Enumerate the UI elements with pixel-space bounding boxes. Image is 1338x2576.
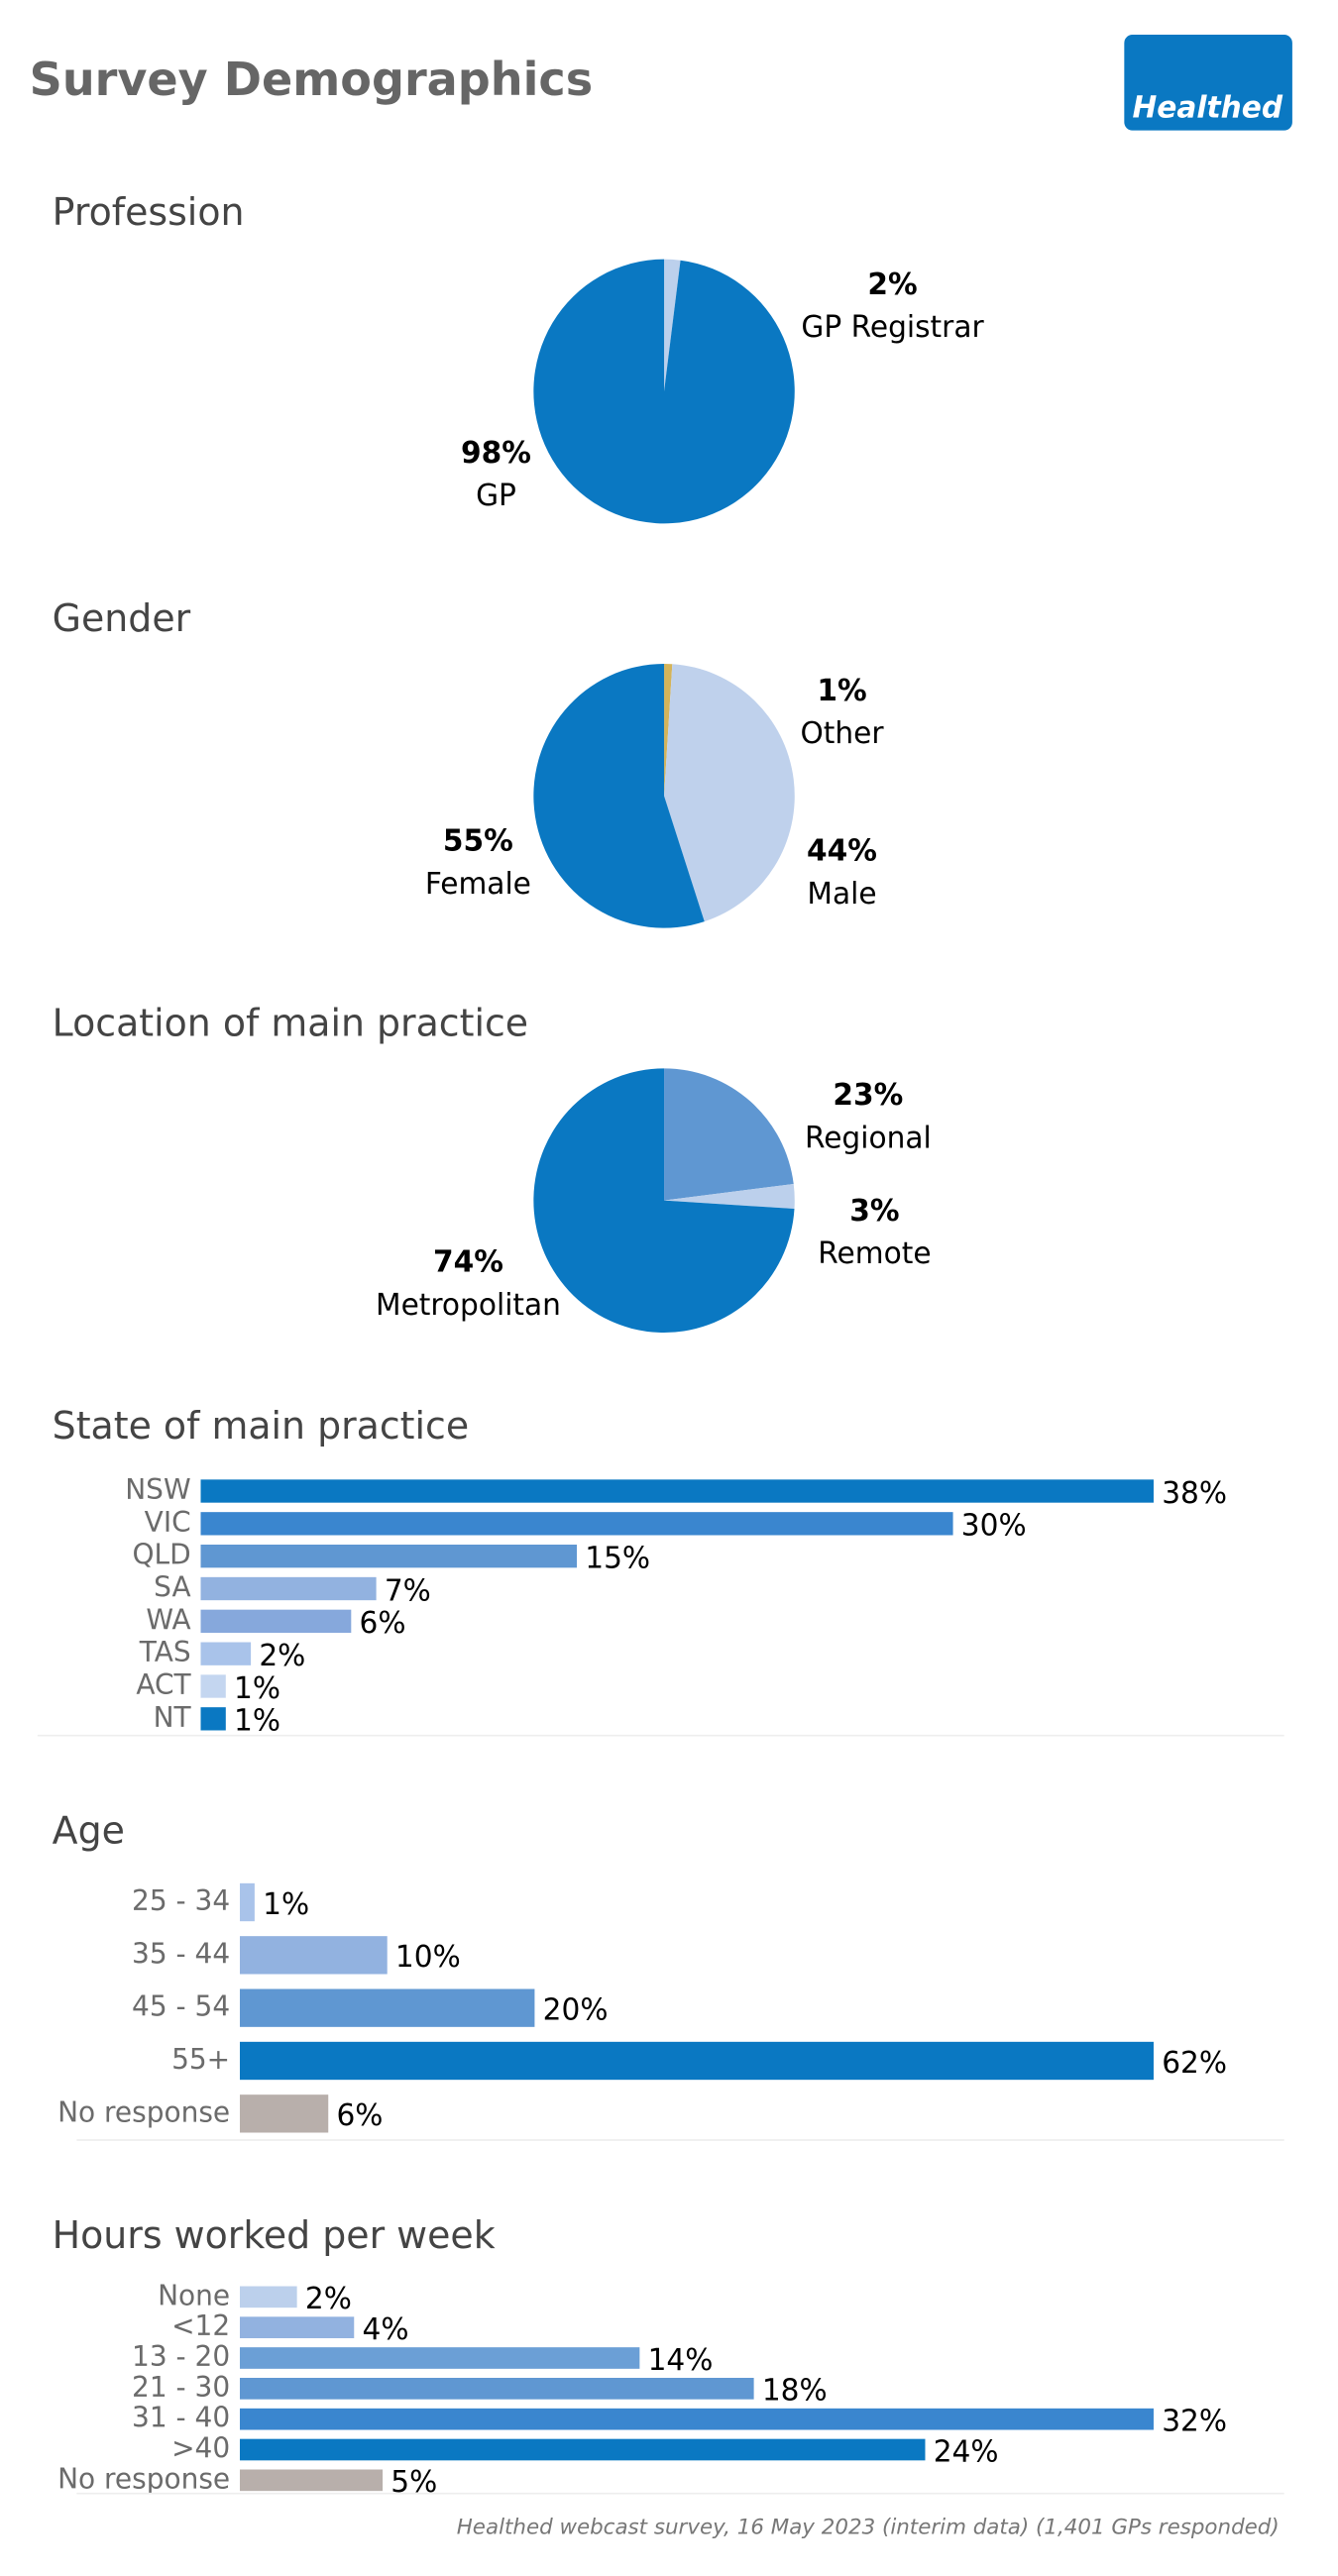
slice-label: Female — [425, 867, 531, 902]
slice-value-label: 98% — [461, 436, 531, 471]
value-label: 15% — [585, 1541, 650, 1575]
value-label: 6% — [360, 1606, 406, 1641]
bar — [200, 1545, 578, 1568]
bar — [240, 1882, 255, 1922]
category-label: 45 - 54 — [132, 1990, 230, 2023]
slice-label: Regional — [805, 1121, 932, 1155]
slice-label: Male — [807, 877, 876, 912]
category-label: NSW — [125, 1473, 190, 1506]
category-label: 21 - 30 — [132, 2371, 230, 2404]
category-label: TAS — [139, 1636, 191, 1668]
category-label: <12 — [171, 2309, 230, 2342]
value-label: 14% — [648, 2343, 714, 2378]
slice-label: GP Registrar — [801, 310, 984, 345]
bar — [200, 1707, 226, 1731]
bar — [240, 2094, 329, 2133]
pie-slice — [664, 1183, 795, 1210]
category-label: 35 - 44 — [132, 1937, 230, 1970]
chart-title: Location of main practice — [53, 1001, 528, 1044]
slice-label: GP — [476, 479, 516, 513]
category-label: No response — [57, 2095, 230, 2128]
category-label: WA — [146, 1603, 191, 1636]
slice-value-label: 1% — [817, 674, 866, 708]
bar — [240, 2347, 640, 2369]
bar — [240, 1988, 535, 2027]
category-label: >40 — [171, 2431, 230, 2464]
bar — [240, 2316, 355, 2338]
category-label: QLD — [132, 1539, 190, 1571]
category-label: 13 - 20 — [132, 2340, 230, 2373]
bar — [200, 1512, 953, 1536]
value-label: 38% — [1162, 1476, 1227, 1511]
pie-slice — [533, 259, 795, 524]
value-label: 1% — [234, 1671, 280, 1706]
bar — [240, 2469, 384, 2492]
page-title: Survey Demographics — [30, 53, 594, 106]
slice-value-label: 3% — [849, 1194, 899, 1229]
pie-slice — [664, 259, 681, 391]
chart-title: Hours worked per week — [53, 2213, 496, 2257]
value-label: 62% — [1162, 2046, 1227, 2081]
category-label: 31 - 40 — [132, 2402, 230, 2434]
pie-slice — [664, 1068, 794, 1201]
value-label: 6% — [336, 2098, 383, 2133]
category-label: 25 - 34 — [132, 1884, 230, 1917]
bar — [200, 1609, 352, 1633]
bar — [200, 1576, 377, 1601]
category-label: SA — [154, 1570, 191, 1603]
value-label: 7% — [385, 1573, 431, 1608]
bar — [240, 2378, 754, 2400]
pie-slice — [664, 664, 673, 797]
value-label: 4% — [362, 2312, 408, 2347]
value-label: 10% — [395, 1940, 461, 1975]
category-label: VIC — [145, 1506, 191, 1539]
bar — [240, 2438, 926, 2461]
pie-slice — [664, 664, 795, 922]
slice-label: Other — [800, 716, 884, 751]
value-label: 18% — [762, 2374, 828, 2409]
bar — [240, 2041, 1154, 2081]
value-label: 32% — [1162, 2404, 1227, 2438]
bar — [240, 1936, 388, 1975]
slice-label: Metropolitan — [376, 1288, 561, 1323]
logo-box — [1124, 35, 1292, 131]
category-label: None — [158, 2279, 230, 2311]
category-label: NT — [154, 1701, 192, 1734]
value-label: 24% — [934, 2434, 999, 2469]
value-label: 30% — [961, 1509, 1027, 1544]
value-label: 5% — [390, 2465, 437, 2500]
slice-value-label: 2% — [867, 268, 917, 302]
slice-value-label: 55% — [443, 823, 513, 858]
slice-value-label: 44% — [807, 833, 877, 868]
pie-slice — [533, 1068, 795, 1334]
bar — [240, 2286, 297, 2308]
pie-slice — [533, 664, 705, 928]
value-label: 1% — [234, 1704, 280, 1739]
bar — [200, 1642, 252, 1665]
footer-note: Healthed webcast survey, 16 May 2023 (in… — [457, 2516, 1280, 2540]
chart-title: Age — [53, 1808, 125, 1852]
bar — [240, 2408, 1154, 2430]
chart-title: State of main practice — [53, 1404, 469, 1448]
bar — [200, 1479, 1154, 1503]
slice-value-label: 23% — [833, 1078, 903, 1113]
chart-title: Profession — [53, 190, 245, 234]
bar — [200, 1674, 226, 1698]
value-label: 20% — [543, 1992, 609, 2027]
slice-label: Remote — [818, 1236, 931, 1271]
category-label: No response — [57, 2462, 230, 2495]
category-label: ACT — [136, 1668, 191, 1701]
value-label: 2% — [305, 2282, 352, 2316]
chart-title: Gender — [53, 596, 191, 640]
category-label: 55+ — [171, 2043, 230, 2076]
slice-value-label: 74% — [433, 1244, 503, 1279]
value-label: 2% — [259, 1639, 305, 1673]
logo: Healthed — [1133, 90, 1283, 125]
value-label: 1% — [263, 1887, 309, 1922]
